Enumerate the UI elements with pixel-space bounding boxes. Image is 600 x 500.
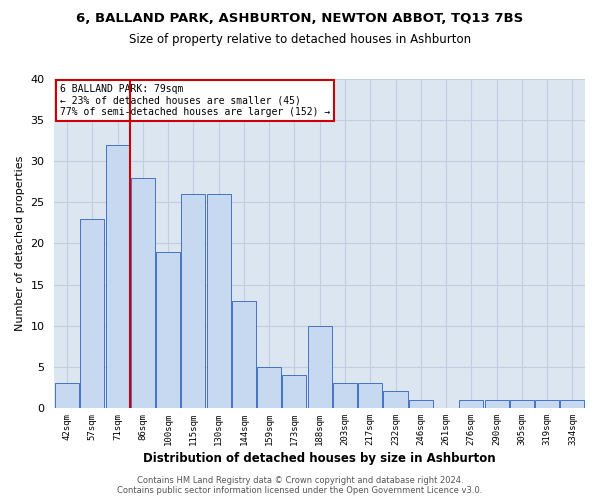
Bar [535, 400, 559, 408]
Bar [485, 400, 509, 408]
Bar [383, 392, 407, 408]
X-axis label: Distribution of detached houses by size in Ashburton: Distribution of detached houses by size … [143, 452, 496, 465]
Bar [55, 384, 79, 408]
Bar [257, 367, 281, 408]
Y-axis label: Number of detached properties: Number of detached properties [15, 156, 25, 331]
Bar [409, 400, 433, 408]
Bar [181, 194, 205, 408]
Bar [560, 400, 584, 408]
Text: 6 BALLAND PARK: 79sqm
← 23% of detached houses are smaller (45)
77% of semi-deta: 6 BALLAND PARK: 79sqm ← 23% of detached … [60, 84, 330, 117]
Bar [131, 178, 155, 408]
Bar [283, 375, 307, 408]
Bar [206, 194, 230, 408]
Text: Contains HM Land Registry data © Crown copyright and database right 2024.
Contai: Contains HM Land Registry data © Crown c… [118, 476, 482, 495]
Bar [80, 219, 104, 408]
Text: 6, BALLAND PARK, ASHBURTON, NEWTON ABBOT, TQ13 7BS: 6, BALLAND PARK, ASHBURTON, NEWTON ABBOT… [76, 12, 524, 26]
Bar [459, 400, 484, 408]
Bar [106, 145, 130, 408]
Bar [333, 384, 357, 408]
Bar [308, 326, 332, 408]
Bar [358, 384, 382, 408]
Text: Size of property relative to detached houses in Ashburton: Size of property relative to detached ho… [129, 32, 471, 46]
Bar [156, 252, 180, 408]
Bar [232, 301, 256, 408]
Bar [510, 400, 534, 408]
